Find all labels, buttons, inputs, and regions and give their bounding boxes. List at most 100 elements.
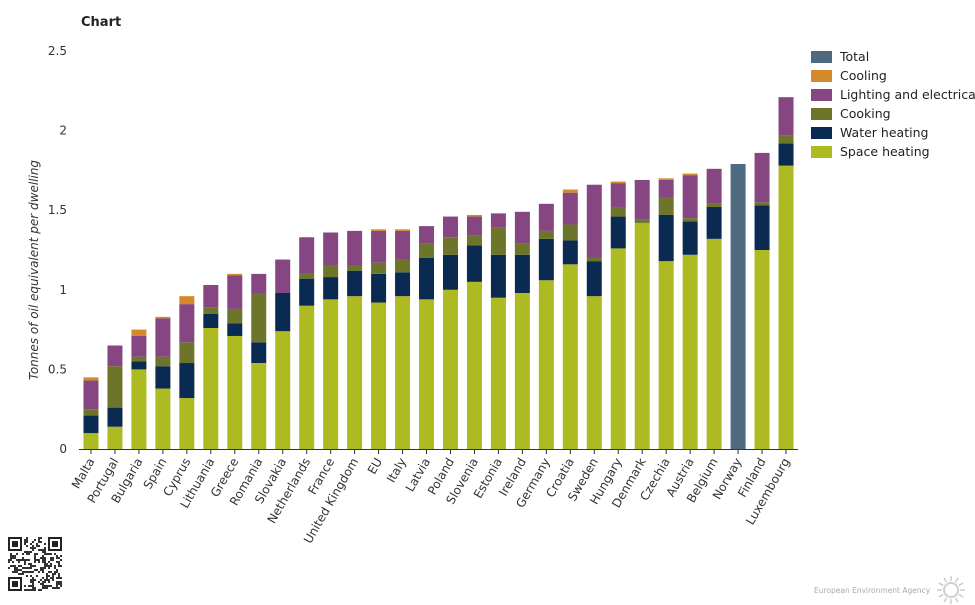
bar-segment-space-heating (155, 388, 171, 449)
bar-segment-cooking (299, 273, 315, 279)
bar-segment-cooling (610, 181, 626, 184)
bar-segment-water-heating (179, 363, 195, 399)
legend-label: Cooking (840, 106, 891, 121)
legend-label: Cooling (840, 68, 887, 83)
bar-segment-lighting-and-electrical-appliances (83, 380, 99, 410)
bar-segment-space-heating (514, 292, 530, 449)
bar-segment-space-heating (634, 222, 650, 449)
bar-segment-cooking (562, 224, 578, 241)
bar-segment-cooking (682, 218, 698, 222)
bar-segment-space-heating (442, 289, 458, 449)
bar-segment-space-heating (610, 248, 626, 449)
bar-segment-space-heating (203, 328, 219, 449)
bar-segment-space-heating (131, 369, 147, 449)
bar-segment-lighting-and-electrical-appliances (131, 335, 147, 357)
bar-segment-cooling (562, 189, 578, 193)
bar-segment-space-heating (83, 433, 99, 449)
bar-segment-cooking (634, 219, 650, 223)
bar-segment-water-heating (778, 143, 794, 166)
bar-segment-space-heating (275, 331, 291, 449)
legend-item[interactable]: Cooking (811, 104, 975, 123)
bar-segment-cooking (754, 202, 770, 206)
legend-item[interactable]: Lighting and electrical appliances (811, 85, 975, 104)
bar-segment-cooling (371, 229, 387, 231)
bar-segment-cooking (227, 308, 243, 324)
bar-segment-cooling (227, 273, 243, 276)
bar-segment-lighting-and-electrical-appliances (275, 259, 291, 293)
bar-segment-cooking (251, 292, 267, 343)
bar-segment-water-heating (586, 261, 602, 297)
y-axis: 0 0.5 1 1.5 2 2.5 Tonnes of oil equivalent per… (27, 44, 67, 456)
legend-item[interactable]: Water heating (811, 123, 975, 142)
bar-segment-cooling (395, 229, 411, 231)
bar-segment-space-heating (347, 296, 363, 449)
bar-segment-water-heating (610, 216, 626, 249)
bar-segment-lighting-and-electrical-appliances (107, 345, 123, 367)
bar-segment-water-heating (538, 238, 554, 281)
bar-segment-water-heating (419, 257, 435, 300)
bar-segment-cooking (538, 230, 554, 239)
bar-segment-water-heating (83, 415, 99, 434)
bar-segment-water-heating (442, 254, 458, 290)
bar-segment-lighting-and-electrical-appliances (395, 230, 411, 260)
bar-segment-lighting-and-electrical-appliances (586, 184, 602, 258)
y-tick-label: 2.5 (48, 44, 67, 58)
bar-segment-cooking (347, 265, 363, 271)
legend-label: Total (840, 49, 870, 64)
bar-segment-water-heating (275, 292, 291, 332)
bar-segment-lighting-and-electrical-appliances (490, 213, 506, 228)
bar-segment-cooking (131, 356, 147, 362)
bar-segment-cooling (131, 329, 147, 336)
bar-segment-lighting-and-electrical-appliances (251, 273, 267, 293)
bars (83, 97, 794, 450)
bar-segment-cooking (610, 207, 626, 217)
legend: Total Cooling Lighting and electrical appl… (811, 47, 975, 161)
bar-segment-lighting-and-electrical-appliances (562, 192, 578, 225)
y-tick-label: 1 (59, 283, 67, 297)
bar-segment-cooling (466, 214, 482, 217)
bar-segment-space-heating (371, 302, 387, 449)
bar-segment-space-heating (538, 280, 554, 449)
bar-segment-water-heating (371, 273, 387, 303)
bar-segment-space-heating (466, 281, 482, 449)
y-tick-label: 1.5 (48, 203, 67, 217)
bar-segment-space-heating (490, 297, 506, 449)
bar-segment-space-heating (706, 238, 722, 449)
bar-segment-lighting-and-electrical-appliances (371, 230, 387, 263)
bar-segment-lighting-and-electrical-appliances (203, 285, 219, 308)
bar-segment-lighting-and-electrical-appliances (706, 168, 722, 204)
bar-segment-space-heating (107, 426, 123, 449)
bar-segment-cooking (155, 356, 171, 367)
bar-segment-water-heating (347, 270, 363, 297)
bar-segment-lighting-and-electrical-appliances (538, 203, 554, 231)
bar-segment-lighting-and-electrical-appliances (347, 230, 363, 266)
bar-segment-total (730, 164, 746, 450)
bar-segment-water-heating (323, 277, 339, 300)
qr-code-icon (8, 537, 62, 591)
chart-title: Chart (81, 15, 122, 30)
bar-segment-water-heating (562, 240, 578, 265)
bar-segment-lighting-and-electrical-appliances (658, 179, 674, 198)
bar-segment-cooking (658, 197, 674, 215)
bar-segment-water-heating (131, 361, 147, 370)
legend-item[interactable]: Cooling (811, 66, 975, 85)
bar-segment-water-heating (299, 278, 315, 306)
bar-segment-water-heating (490, 254, 506, 298)
legend-swatch (811, 107, 832, 120)
bar-segment-space-heating (682, 254, 698, 449)
legend-item[interactable]: Space heating (811, 142, 975, 161)
y-tick-label: 0 (59, 442, 67, 456)
legend-item[interactable]: Total (811, 47, 975, 66)
bar-segment-water-heating (107, 407, 123, 427)
bar-segment-cooking (514, 243, 530, 255)
bar-segment-cooking (395, 259, 411, 273)
bar-segment-lighting-and-electrical-appliances (514, 211, 530, 244)
bar-segment-cooking (83, 409, 99, 416)
legend-swatch (811, 50, 832, 63)
bar-segment-lighting-and-electrical-appliances (610, 183, 626, 208)
bar-segment-cooking (179, 342, 195, 364)
bar-segment-water-heating (466, 245, 482, 282)
legend-label: Water heating (840, 125, 929, 140)
bar-segment-lighting-and-electrical-appliances (778, 97, 794, 136)
